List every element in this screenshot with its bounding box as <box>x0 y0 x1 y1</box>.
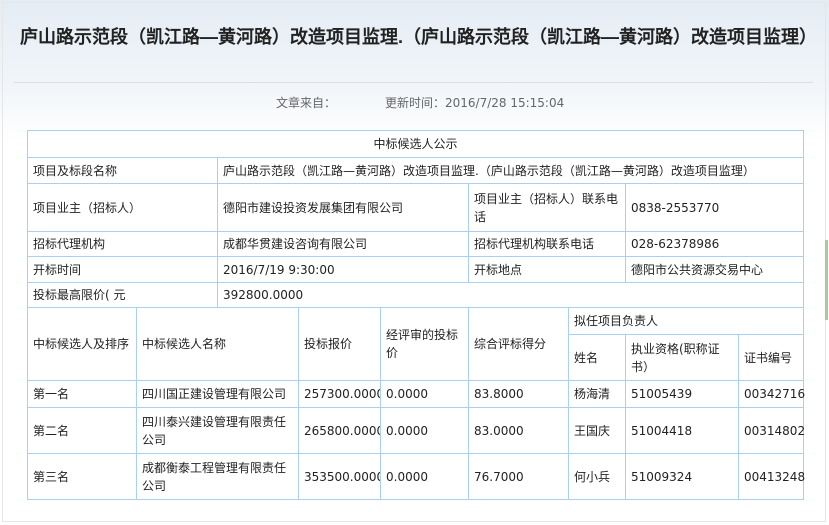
scrollbar[interactable] <box>825 240 828 320</box>
table-cell: 51004418 <box>625 407 739 454</box>
table-cell: 0.0000 <box>380 380 469 408</box>
info-value: 庐山路示范段（凯江路—黄河路）改造项目监理.（庐山路示范段（凯江路—黄河路）改造… <box>217 157 804 184</box>
info-label: 项目业主（招标人）联系电话 <box>468 183 626 232</box>
table-cell: 第一名 <box>27 380 137 408</box>
table-cell: 四川泰兴建设管理有限责任公司 <box>136 407 299 454</box>
table-cell: 00314802 <box>738 407 805 454</box>
table-cell: 00342716 <box>738 380 805 408</box>
info-label: 投标最高限价( 元 <box>27 282 218 308</box>
table-cell: 83.0000 <box>468 407 569 454</box>
column-header: 中标候选人名称 <box>136 307 299 381</box>
table-cell: 353500.0000 <box>298 453 384 500</box>
info-value: 成都华贯建设咨询有限公司 <box>217 231 469 257</box>
table-cell: 成都衡泰工程管理有限责任公司 <box>136 453 299 500</box>
info-value: 德阳市建设投资发展集团有限公司 <box>217 183 469 232</box>
table-cell: 第二名 <box>27 407 137 454</box>
column-header: 姓名 <box>568 334 626 381</box>
info-label: 项目及标段名称 <box>27 157 218 184</box>
table-cell: 257300.0000 <box>298 380 384 408</box>
column-header: 投标报价 <box>298 307 381 381</box>
table-cell: 51009324 <box>625 453 739 500</box>
info-label: 开标时间 <box>27 256 218 283</box>
info-label: 开标地点 <box>468 256 626 283</box>
info-value: 0838-2553770 <box>625 183 804 232</box>
info-label: 招标代理机构 <box>27 231 218 257</box>
table-cell: 83.8000 <box>468 380 569 408</box>
info-label: 项目业主（招标人） <box>27 183 218 232</box>
column-header: 执业资格(职称证书） <box>625 334 739 381</box>
source-label: 文章来自： <box>276 96 337 110</box>
table-cell: 00413248 <box>738 453 805 500</box>
table-cell: 第三名 <box>27 453 137 500</box>
info-value: 028-62378986 <box>625 231 804 257</box>
column-header: 中标候选人及排序 <box>27 307 137 381</box>
info-label: 招标代理机构联系电话 <box>468 231 626 257</box>
column-header-group: 拟任项目负责人 <box>568 307 804 335</box>
table-cell: 76.7000 <box>468 453 569 500</box>
table-cell: 四川国正建设管理有限公司 <box>136 380 299 408</box>
info-value: 德阳市公共资源交易中心 <box>625 256 804 283</box>
column-header: 综合评标得分 <box>468 307 569 381</box>
column-header: 证书编号 <box>738 334 804 381</box>
table-cell: 0.0000 <box>380 453 469 500</box>
column-header: 经评审的投标价 <box>380 307 469 381</box>
table-cell: 0.0000 <box>380 407 469 454</box>
table-caption: 中标候选人公示 <box>27 130 804 158</box>
page-title: 庐山路示范段（凯江路—黄河路）改造项目监理.（庐山路示范段（凯江路—黄河路）改造… <box>20 27 817 47</box>
updated-time: 更新时间：2016/7/28 15:15:04 <box>385 96 565 110</box>
table-cell: 何小兵 <box>568 453 626 500</box>
table-cell: 王国庆 <box>568 407 626 454</box>
table-cell: 265800.0000 <box>298 407 384 454</box>
info-value: 392800.0000 <box>217 282 804 308</box>
table-cell: 51005439 <box>625 380 739 408</box>
info-value: 2016/7/19 9:30:00 <box>217 256 469 283</box>
table-cell: 杨海清 <box>568 380 626 408</box>
divider <box>14 82 813 83</box>
